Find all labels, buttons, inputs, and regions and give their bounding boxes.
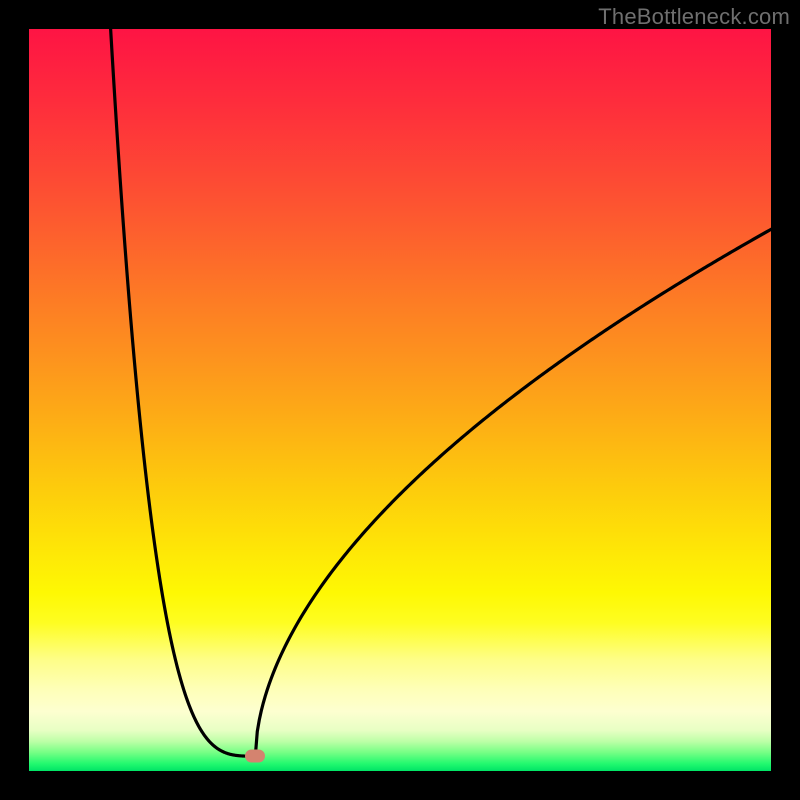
chart-frame: TheBottleneck.com bbox=[0, 0, 800, 800]
min-point-marker bbox=[245, 750, 265, 763]
curve-layer bbox=[29, 29, 771, 771]
watermark-text: TheBottleneck.com bbox=[598, 4, 790, 30]
bottleneck-curve bbox=[111, 29, 771, 756]
plot-area bbox=[29, 29, 771, 771]
